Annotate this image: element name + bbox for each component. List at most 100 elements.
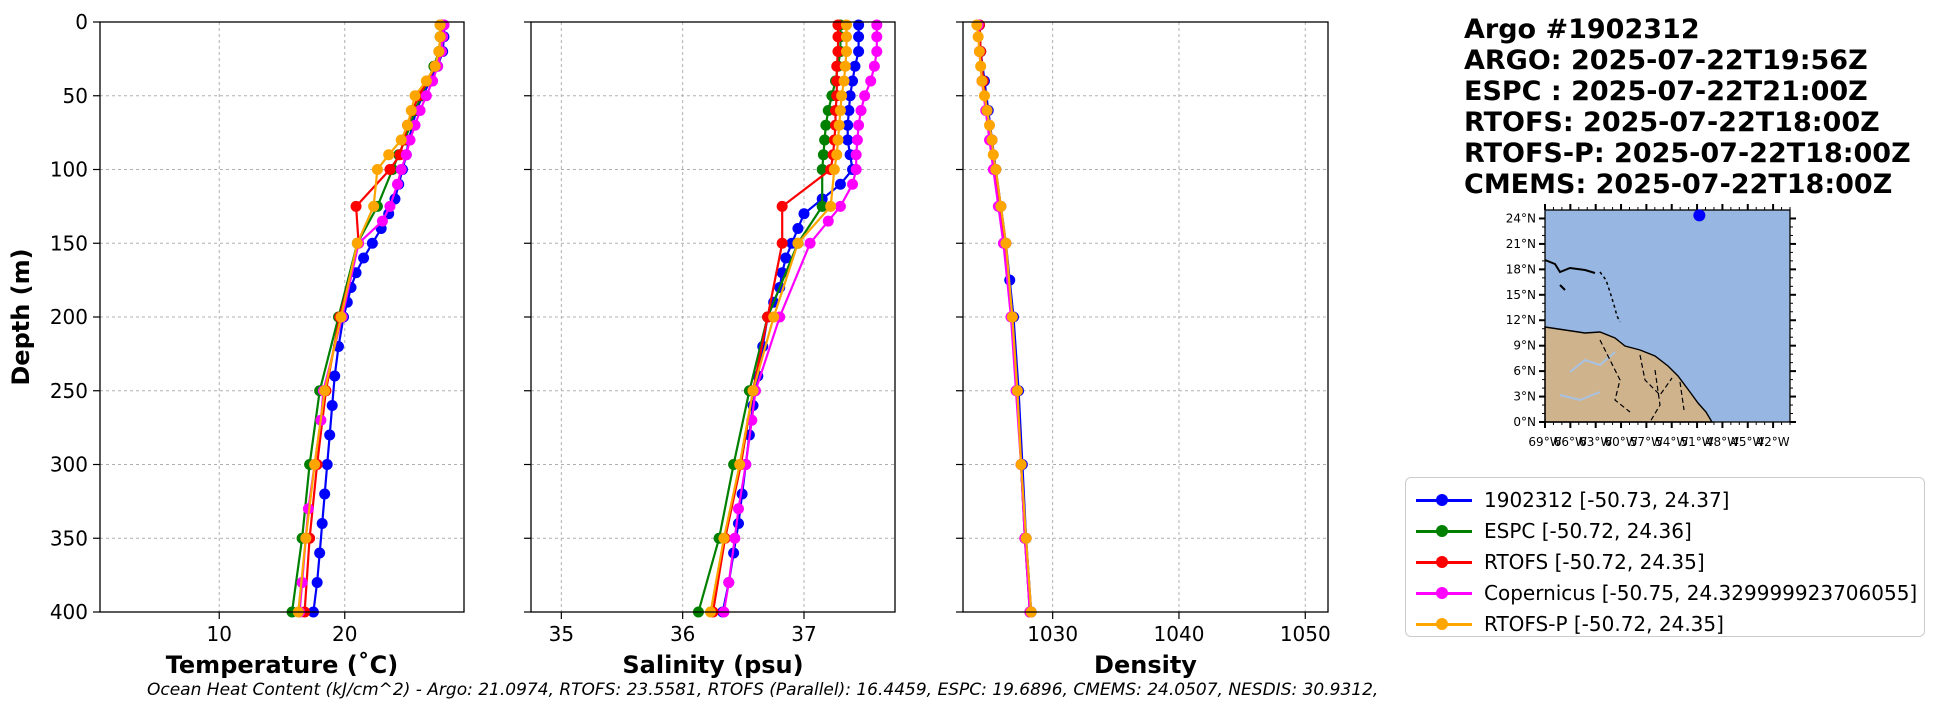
data-point (351, 237, 363, 249)
data-point (321, 459, 333, 470)
data-point (832, 134, 844, 146)
data-point (1006, 311, 1018, 323)
data-point (329, 370, 341, 382)
data-point (840, 46, 852, 57)
data-point (842, 134, 854, 146)
lon-label: 54°W (1655, 435, 1688, 449)
data-point (844, 90, 856, 102)
data-point (871, 46, 883, 57)
data-point (986, 134, 998, 146)
y-tick-label: 100 (50, 158, 88, 182)
data-point (816, 164, 828, 175)
data-point (335, 311, 347, 323)
data-point (371, 164, 383, 175)
data-point (851, 134, 863, 146)
lon-label: 48°W (1706, 435, 1739, 449)
data-point (429, 60, 441, 72)
data-point (843, 105, 855, 116)
legend: 1902312 [-50.73, 24.37] ESPC [-50.72, 24… (1405, 477, 1925, 637)
island (1559, 284, 1566, 291)
y-tick-label: 50 (63, 84, 88, 108)
lat-label: 15°N (1506, 288, 1536, 302)
figure-title: Argo #1902312 ARGO: 2025-07-22T19:56Z ES… (1464, 14, 1911, 200)
y-tick-label: 0 (75, 10, 88, 34)
data-point (358, 252, 370, 264)
legend-entry: RTOFS-P [-50.72, 24.35] (1406, 608, 1924, 639)
legend-label: 1902312 [-50.73, 24.37] (1484, 487, 1730, 512)
data-point (732, 503, 744, 515)
data-point (865, 75, 877, 87)
data-point (842, 119, 854, 131)
data-point (984, 119, 996, 131)
legend-entry: Copernicus [-50.75, 24.329999923706055] (1406, 577, 1924, 608)
lon-label: 51°W (1680, 435, 1713, 449)
data-point (1020, 532, 1032, 544)
y-tick-label: 300 (50, 453, 88, 477)
data-point (822, 215, 834, 227)
lat-label: 9°N (1513, 339, 1536, 353)
data-point (792, 237, 804, 249)
series-rtofs-p (971, 19, 1037, 618)
data-point (853, 31, 865, 43)
data-point (840, 31, 852, 43)
title-line: RTOFS: 2025-07-22T18:00Z (1464, 107, 1880, 138)
data-point (836, 90, 848, 102)
data-point (853, 19, 865, 31)
lat-label: 0°N (1513, 415, 1536, 429)
data-point (871, 19, 883, 31)
data-point (990, 164, 1002, 175)
data-point (434, 19, 446, 31)
data-point (747, 385, 759, 397)
data-point (409, 119, 421, 131)
data-point (839, 60, 851, 72)
data-point (859, 90, 871, 102)
lon-label: 42°W (1757, 435, 1790, 449)
data-point (816, 200, 828, 212)
data-point (973, 46, 985, 57)
data-point (853, 46, 865, 57)
legend-label: RTOFS-P [-50.72, 24.35] (1484, 611, 1724, 636)
caribbean-islands (1544, 259, 1596, 274)
data-point (384, 164, 396, 175)
x-tick-label: 1050 (1280, 622, 1331, 646)
data-point (972, 31, 984, 43)
data-point (319, 385, 331, 397)
data-point (723, 577, 735, 588)
data-point (420, 90, 432, 102)
legend-entry: RTOFS [-50.72, 24.35] (1406, 546, 1924, 577)
border (1639, 354, 1673, 396)
lon-label: 45°W (1731, 435, 1764, 449)
data-point (366, 237, 378, 249)
y-tick-label: 150 (50, 231, 88, 255)
data-point (995, 200, 1007, 212)
x-tick-label: 1040 (1154, 622, 1205, 646)
legend-label: RTOFS [-50.72, 24.35] (1484, 549, 1705, 574)
chart-panel-1: 10 20050100150200250300350400Temperature … (7, 10, 465, 679)
data-point (350, 200, 362, 212)
data-point (834, 178, 846, 190)
x-axis-label: Density (1094, 651, 1197, 679)
data-point (975, 60, 987, 72)
data-point (368, 200, 380, 212)
lat-label: 18°N (1506, 262, 1536, 276)
data-point (734, 459, 746, 470)
legend-label: ESPC [-50.72, 24.36] (1484, 518, 1692, 543)
data-point (326, 400, 338, 411)
x-tick-label: 36 (670, 622, 695, 646)
legend-marker-icon (1414, 583, 1474, 603)
data-point (1000, 237, 1012, 249)
data-point (718, 532, 730, 544)
lat-label: 3°N (1513, 390, 1536, 404)
river (1559, 391, 1601, 402)
lon-label: 60°W (1604, 435, 1637, 449)
data-point (433, 46, 445, 57)
data-point (832, 46, 844, 57)
data-point (395, 164, 407, 175)
chart-panel-2: 35 36 37 Salinity (psu) (524, 19, 896, 679)
legend-marker-icon (1414, 614, 1474, 634)
data-point (820, 119, 832, 131)
x-tick-label: 37 (791, 622, 816, 646)
data-point (434, 31, 446, 43)
data-point (834, 105, 846, 116)
